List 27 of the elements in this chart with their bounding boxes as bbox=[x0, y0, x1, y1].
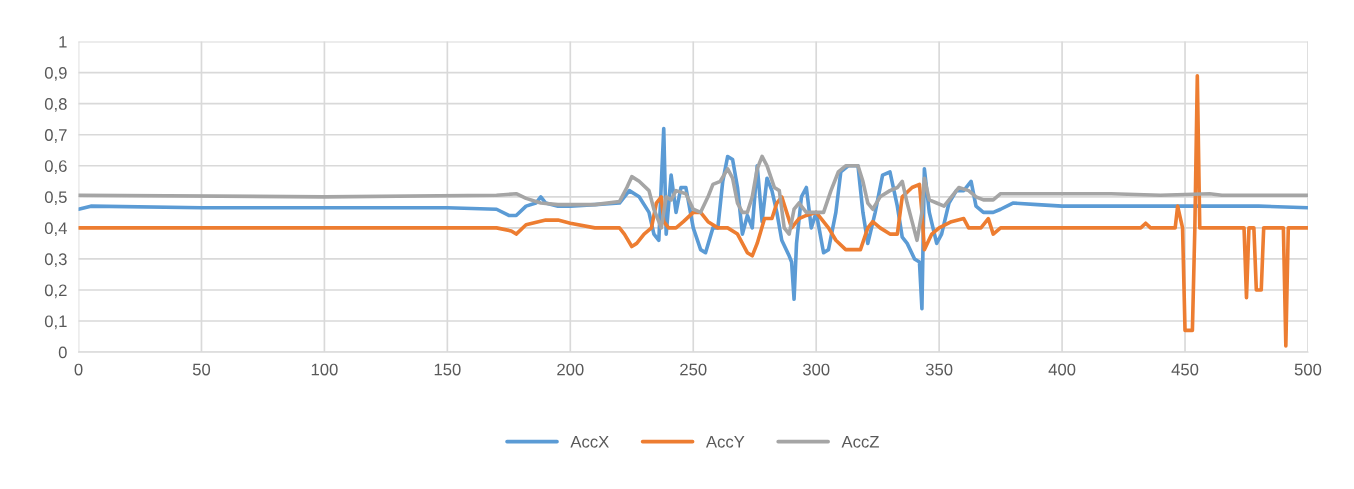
y-tick-label: 0,7 bbox=[44, 129, 67, 143]
x-tick-label: 350 bbox=[925, 363, 953, 376]
y-tick-label: 0,6 bbox=[44, 160, 67, 174]
x-tick-label: 50 bbox=[192, 363, 211, 376]
line-series bbox=[78, 73, 1308, 348]
x-tick-label: 200 bbox=[557, 363, 584, 376]
legend-label: AccX bbox=[570, 436, 609, 448]
x-tick-label: 0 bbox=[74, 363, 83, 376]
x-tick-label: 300 bbox=[802, 363, 830, 376]
x-tick-label: 450 bbox=[1171, 363, 1199, 376]
y-tick-label: 0,1 bbox=[44, 315, 67, 330]
y-tick-label: 0,3 bbox=[44, 253, 67, 268]
y-tick-label: 0,9 bbox=[44, 67, 67, 81]
x-tick-label: 150 bbox=[434, 363, 461, 376]
legend-label: AccZ bbox=[841, 436, 879, 448]
line-series bbox=[78, 154, 1308, 243]
y-tick-label: 0 bbox=[58, 346, 67, 359]
y-tick-label: 0,8 bbox=[44, 98, 67, 112]
y-tick-label: 0,2 bbox=[44, 284, 67, 299]
legend-label: AccY bbox=[705, 436, 745, 448]
y-tick-label: 1 bbox=[59, 36, 67, 48]
x-tick-label: 500 bbox=[1294, 363, 1322, 376]
x-tick-label: 250 bbox=[680, 363, 707, 376]
y-tick-label: 0,5 bbox=[44, 191, 67, 205]
y-tick-label: 0,4 bbox=[44, 222, 67, 237]
x-tick-label: 100 bbox=[311, 363, 338, 376]
x-tick-label: 400 bbox=[1048, 363, 1076, 376]
